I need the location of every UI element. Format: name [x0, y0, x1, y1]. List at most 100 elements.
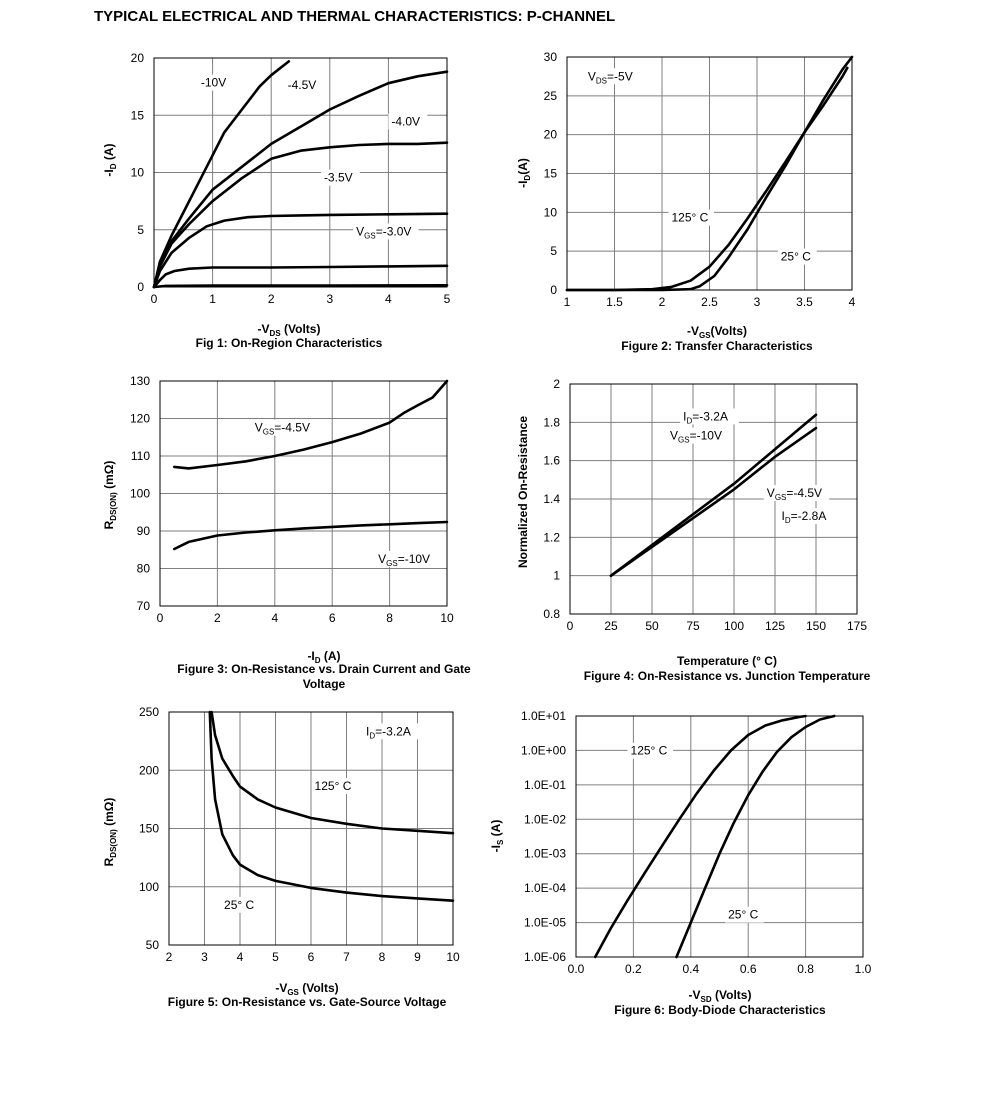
x-tick-label: 100 — [724, 619, 744, 633]
y-tick-label: 1.0E+00 — [521, 743, 566, 757]
annotation-background — [668, 209, 715, 226]
annotation-background — [763, 485, 830, 502]
y-tick-label: 15 — [544, 167, 558, 181]
series-annotation: 25° C — [728, 908, 758, 922]
x-axis-label: -VSD (Volts) — [689, 988, 752, 1004]
y-tick-label: 50 — [146, 938, 160, 952]
y-tick-label: 0 — [550, 283, 557, 297]
chart-fig3: 0 2 4 6 8 10 70 80 90 100 110 120 130 VGS=-4.5V VGS=-1… — [102, 374, 471, 691]
x-tick-label: 0.2 — [625, 962, 642, 976]
y-tick-label: 10 — [131, 166, 145, 180]
annotation-background — [284, 76, 324, 93]
y-tick-label: 100 — [139, 880, 159, 894]
x-tick-label: 75 — [686, 619, 700, 633]
annotation-background — [353, 223, 419, 240]
y-tick-label: 20 — [544, 128, 558, 142]
x-tick-label: 8 — [379, 950, 386, 964]
x-tick-label: 5 — [444, 292, 451, 306]
x-tick-label: 10 — [440, 611, 454, 625]
annotation-background — [725, 906, 765, 923]
y-tick-label: 250 — [139, 705, 159, 719]
x-axis-label: -ID (A) — [307, 649, 340, 665]
x-tick-label: 2 — [166, 950, 173, 964]
figure-caption: Figure 3: On-Resistance vs. Drain Curren… — [177, 662, 471, 676]
x-tick-label: 0.0 — [568, 962, 585, 976]
y-tick-label: 30 — [544, 50, 558, 64]
x-tick-label: 5 — [272, 950, 279, 964]
y-tick-label: 25 — [544, 89, 558, 103]
chart-fig4: 0 25 50 75 100 125 150 175 0.8 1 1.2 1.4 1.6 1.8 2 ID=-… — [516, 377, 871, 683]
x-tick-label: 1 — [564, 295, 571, 309]
series-line — [675, 714, 836, 959]
x-tick-label: 50 — [645, 619, 659, 633]
y-tick-label: 120 — [130, 412, 150, 426]
y-tick-label: 80 — [137, 562, 151, 576]
annotation-background — [251, 419, 318, 436]
y-tick-label: 100 — [130, 487, 150, 501]
annotation-background — [388, 113, 428, 130]
x-tick-label: 0.6 — [740, 962, 757, 976]
chart-fig6: 0.0 0.2 0.4 0.6 0.8 1.0 1.0E-06 1.0E-05 1.0E-04 1… — [489, 709, 872, 1017]
y-tick-label: 150 — [139, 822, 159, 836]
x-axis-label: -VGS(Volts) — [687, 324, 747, 340]
series-line — [152, 212, 449, 289]
y-tick-label: 1.0E-03 — [524, 847, 566, 861]
y-tick-label: 1.0E+01 — [521, 709, 566, 723]
x-axis-label: Temperature (° C) — [677, 654, 777, 668]
x-axis-label: -VDS (Volts) — [258, 322, 321, 338]
series-line — [208, 710, 455, 902]
x-tick-label: 0 — [151, 292, 158, 306]
series-annotation: VDS=-5V — [588, 69, 633, 85]
series-annotation: -3.5V — [324, 171, 353, 185]
x-tick-label: 1.0 — [855, 962, 872, 976]
y-tick-label: 5 — [550, 244, 557, 258]
x-tick-label: 2 — [268, 292, 275, 306]
series-annotation: 125° C — [672, 211, 709, 225]
y-tick-label: 70 — [137, 599, 151, 613]
x-tick-label: 3 — [754, 295, 761, 309]
y-tick-label: 1.4 — [543, 492, 560, 506]
y-tick-label: 1.6 — [543, 454, 560, 468]
x-tick-label: 7 — [343, 950, 350, 964]
x-tick-label: 6 — [329, 611, 336, 625]
chart-fig5: 2 3 4 5 6 7 8 9 10 50 100 150 200 250 ID=-3.2A 125° C 25… — [102, 705, 460, 1009]
figure-caption: Figure 5: On-Resistance vs. Gate-Source … — [168, 995, 447, 1009]
series-annotation: 25° C — [224, 898, 254, 912]
x-tick-label: 0.8 — [797, 962, 814, 976]
x-tick-label: 0 — [157, 611, 164, 625]
x-tick-label: 0.4 — [682, 962, 699, 976]
y-tick-label: 0.8 — [543, 607, 560, 621]
chart-fig2: 1 1.5 2 2.5 3 3.5 4 0 5 10 15 20 25 30 VDS=-5V 125° C 25… — [516, 50, 856, 353]
x-tick-label: 175 — [847, 619, 867, 633]
series-line — [565, 55, 854, 292]
series-line — [173, 520, 449, 551]
annotation-background — [667, 427, 726, 444]
series-line — [152, 141, 449, 289]
annotation-background — [375, 550, 434, 567]
annotation-background — [777, 248, 817, 265]
y-tick-label: 1.0E-06 — [524, 950, 566, 964]
y-axis-label: RDS(ON) (mΩ) — [102, 461, 118, 530]
series-annotation: VGS=-4.5V — [255, 421, 310, 437]
annotation-background — [778, 508, 838, 525]
series-line — [173, 379, 449, 470]
annotation-background — [311, 778, 358, 795]
y-axis-label: -ID(A) — [516, 158, 532, 188]
y-tick-label: 0 — [137, 280, 144, 294]
x-axis-label: -VGS (Volts) — [275, 981, 338, 997]
x-tick-label: 2.5 — [701, 295, 718, 309]
series-line — [152, 264, 449, 289]
series-line — [152, 284, 449, 289]
series-line — [152, 60, 291, 289]
y-axis-label: RDS(ON) (mΩ) — [102, 798, 118, 867]
x-tick-label: 3 — [326, 292, 333, 306]
y-tick-label: 2 — [553, 377, 560, 391]
y-tick-label: 1.0E-05 — [524, 916, 566, 930]
y-tick-label: 15 — [131, 108, 145, 122]
series-annotation: 125° C — [315, 779, 352, 793]
figure-caption: Figure 4: On-Resistance vs. Junction Tem… — [584, 669, 871, 683]
figure-caption-line2: Voltage — [303, 677, 346, 691]
series-annotation: VGS=-10V — [378, 552, 430, 568]
series-annotation: VGS=-3.0V — [356, 224, 411, 240]
